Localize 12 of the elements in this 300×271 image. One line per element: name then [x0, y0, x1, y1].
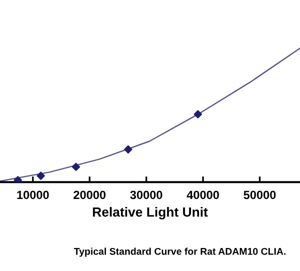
x-tick-label: 10000: [17, 190, 49, 200]
point: [194, 110, 202, 118]
text: Typical Standard Curve for Rat ADAM10 CLIA.: [74, 248, 286, 257]
point: [36, 172, 45, 180]
x-axis-title: Relative Light Unit: [92, 207, 208, 220]
x-tick-label: 30000: [130, 190, 162, 200]
point: [14, 176, 22, 182]
x-tick-label: 40000: [186, 190, 219, 200]
point: [124, 145, 132, 154]
x-tick-label: 20000: [74, 190, 106, 200]
point: [72, 162, 80, 171]
x-tick-label: 50000: [244, 190, 276, 200]
